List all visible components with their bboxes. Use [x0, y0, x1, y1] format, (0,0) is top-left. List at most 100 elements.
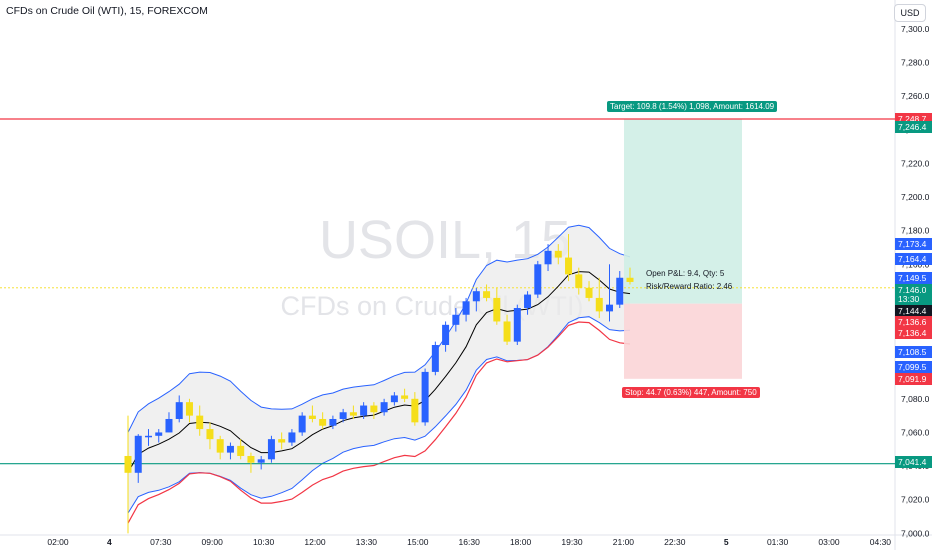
- y-tick-label: 7,180.0: [901, 226, 930, 236]
- candle-body: [216, 439, 224, 453]
- price-axis-tag: 7,099.5: [895, 361, 932, 373]
- y-tick-label: 7,280.0: [901, 58, 930, 68]
- candle-body: [626, 277, 634, 282]
- y-tick-label: 7,260.0: [901, 91, 930, 101]
- candle-body: [401, 395, 409, 399]
- y-tick-label: 7,060.0: [901, 427, 930, 437]
- x-tick-label: 01:30: [767, 537, 789, 547]
- x-tick-label: 02:00: [47, 537, 69, 547]
- y-tick-label: 7,200.0: [901, 192, 930, 202]
- candle-body: [534, 264, 542, 295]
- x-tick-label: 03:00: [818, 537, 840, 547]
- candle-body: [411, 398, 419, 423]
- candle-body: [554, 250, 562, 258]
- candle-body: [349, 412, 357, 416]
- candle-body: [524, 294, 532, 309]
- x-tick-label: 22:30: [664, 537, 686, 547]
- candle-body: [278, 439, 286, 443]
- x-tick-label: 21:00: [613, 537, 635, 547]
- candle-body: [298, 415, 306, 433]
- symbol-title[interactable]: CFDs on Crude Oil (WTI), 15, FOREXCOM: [4, 4, 210, 18]
- candle-body: [472, 291, 480, 302]
- candle-body: [196, 415, 204, 430]
- candle-body: [175, 402, 183, 419]
- candle-body: [329, 418, 337, 426]
- bollinger-band-fill: [128, 225, 630, 514]
- candle-body: [390, 395, 398, 403]
- candle-body: [308, 415, 316, 419]
- candle-body: [493, 297, 501, 322]
- candle-body: [206, 429, 214, 440]
- rr-label: Risk/Reward Ratio: 2.46: [646, 282, 733, 292]
- currency-button[interactable]: USD: [894, 4, 926, 22]
- price-axis-tag: 13:30: [895, 293, 932, 305]
- candle-body: [380, 402, 388, 413]
- candle-body: [606, 304, 614, 312]
- x-tick-label: 07:30: [150, 537, 172, 547]
- candle-body: [360, 405, 368, 416]
- target-label: Target: 109.8 (1.54%) 1,098, Amount: 161…: [607, 101, 778, 113]
- x-tick-label: 10:30: [253, 537, 275, 547]
- x-tick-label: 15:00: [407, 537, 429, 547]
- stop-label: Stop: 44.7 (0.63%) 447, Amount: 750: [622, 386, 760, 398]
- candle-body: [575, 274, 583, 288]
- price-axis-tag: 7,108.5: [895, 346, 932, 358]
- price-axis-tag: 7,136.6: [895, 316, 932, 328]
- candle-body: [442, 324, 450, 346]
- candle-body: [431, 345, 439, 372]
- x-tick-label: 18:00: [510, 537, 532, 547]
- bollinger-upper-line: [127, 224, 631, 433]
- y-tick-label: 7,300.0: [901, 24, 930, 34]
- candle-body: [185, 402, 193, 416]
- stop-zone: [624, 303, 742, 379]
- candle-body: [319, 418, 327, 426]
- target-zone: [624, 119, 742, 304]
- y-tick-label: 7,020.0: [901, 495, 930, 505]
- x-tick-label: 4: [107, 537, 112, 547]
- candle-body: [247, 455, 255, 463]
- price-axis-tag: 7,246.4: [895, 121, 932, 133]
- candle-body: [144, 435, 152, 438]
- x-tick-label: 09:00: [202, 537, 224, 547]
- candle-body: [257, 459, 265, 463]
- x-tick-label: 19:30: [561, 537, 583, 547]
- price-axis-tag: 7,041.4: [895, 456, 932, 468]
- candle-body: [226, 445, 234, 453]
- price-axis-tag: 7,173.4: [895, 238, 932, 250]
- candle-body: [370, 405, 378, 413]
- candle-body: [339, 412, 347, 419]
- y-tick-label: 7,000.0: [901, 528, 930, 538]
- x-tick-label: 04:30: [870, 537, 892, 547]
- price-axis-tag: 7,091.9: [895, 373, 932, 385]
- x-tick-label: 16:30: [459, 537, 481, 547]
- y-tick-label: 7,080.0: [901, 394, 930, 404]
- candle-body: [288, 432, 296, 443]
- candle-body: [513, 308, 521, 342]
- candle-body: [124, 455, 132, 473]
- price-axis-tag: 7,149.5: [895, 272, 932, 284]
- pnl-label: Open P&L: 9.4, Qty: 5: [646, 268, 725, 278]
- candle-body: [267, 439, 275, 460]
- candle-body: [483, 291, 491, 298]
- candle-body: [616, 277, 624, 305]
- candle-body: [462, 301, 470, 315]
- candle-body: [565, 257, 573, 275]
- y-tick-label: 7,220.0: [901, 158, 930, 168]
- candle-body: [134, 435, 142, 473]
- price-axis-tag: 7,136.4: [895, 327, 932, 339]
- x-tick-label: 12:00: [304, 537, 326, 547]
- candle-body: [421, 371, 429, 423]
- candle-body: [452, 314, 460, 325]
- candle-body: [165, 418, 173, 433]
- moving-average-line: [127, 271, 631, 474]
- candle-body: [237, 445, 245, 456]
- candle-body: [544, 250, 552, 265]
- candle-body: [585, 287, 593, 298]
- x-tick-label: 13:30: [356, 537, 378, 547]
- price-axis-tag: 7,144.4: [895, 305, 932, 317]
- x-tick-label: 5: [724, 537, 729, 547]
- candle-body: [155, 432, 163, 436]
- price-axis-tag: 7,164.4: [895, 253, 932, 265]
- candle-body: [595, 297, 603, 312]
